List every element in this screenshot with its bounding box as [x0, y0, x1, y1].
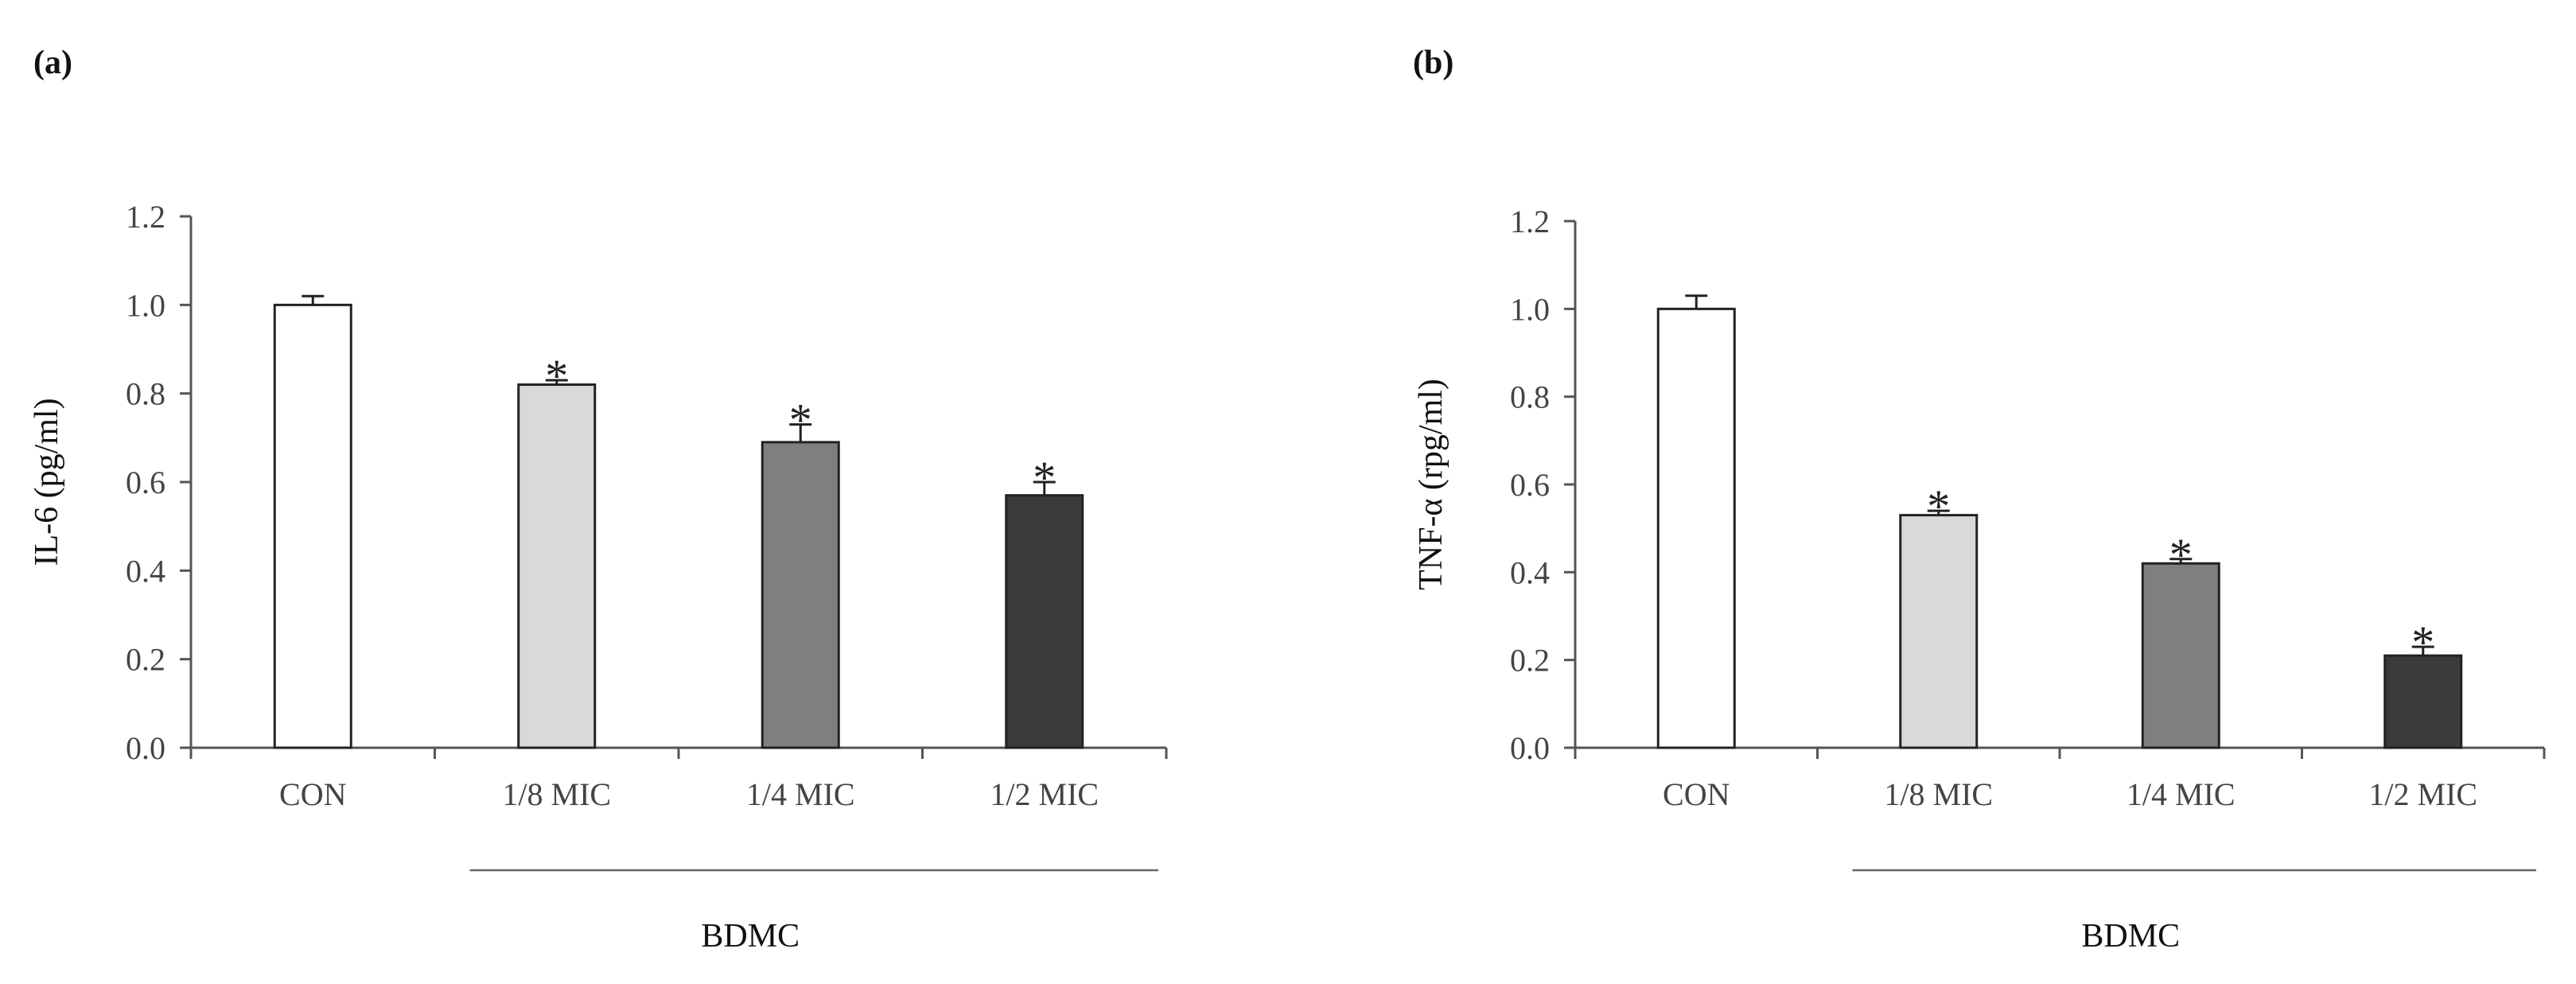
- y-tick-label: 1.0: [1510, 291, 1550, 327]
- bar: [761, 441, 840, 749]
- group-label: BDMC: [2081, 918, 2180, 955]
- bar: [1005, 494, 1084, 749]
- x-tick-label: CON: [1663, 776, 1730, 812]
- x-tick-label: 1/2 MIC: [2368, 776, 2477, 812]
- y-tick-label: 0.8: [126, 376, 165, 412]
- significance-marker: *: [1033, 452, 1056, 504]
- y-axis-label: TNF-α (rpg/ml): [1413, 379, 1449, 590]
- bar: [1899, 514, 1979, 749]
- x-tick-label: 1/4 MIC: [746, 776, 855, 812]
- significance-marker: *: [545, 350, 568, 402]
- y-tick-label: 1.2: [1510, 204, 1550, 239]
- significance-marker: *: [2411, 616, 2434, 668]
- x-tick-label: 1/8 MIC: [502, 776, 611, 812]
- y-tick-label: 0.6: [126, 465, 165, 500]
- y-tick-label: 0.2: [1510, 643, 1550, 679]
- x-tick-label: CON: [279, 776, 346, 812]
- y-tick-label: 0.2: [126, 642, 165, 678]
- bar: [273, 303, 352, 749]
- bar: [2141, 562, 2220, 749]
- x-tick-label: 1/8 MIC: [1884, 776, 1993, 812]
- panel-label: (b): [1413, 45, 1453, 81]
- panel-label: (a): [33, 45, 72, 81]
- panel-b: (b) 0.0 0.2 0.4 0.6 0.8 1.0 1.2 TNF-α (rpg/ml) CO…: [1413, 45, 2546, 955]
- bar: [1656, 307, 1736, 749]
- x-tick-label: 1/4 MIC: [2127, 776, 2236, 812]
- bar: [517, 383, 597, 749]
- x-tick-label: 1/2 MIC: [990, 776, 1099, 812]
- y-tick-label: 0.4: [1510, 554, 1550, 590]
- y-tick-label: 0.8: [1510, 379, 1550, 415]
- y-tick-label: 0.6: [1510, 467, 1550, 503]
- y-tick-label: 0.0: [126, 730, 165, 766]
- significance-marker: *: [1927, 480, 1950, 532]
- panel-a: (a) 0.0 0.2 0.4 0.6 0.8 1.0 1.2 IL-6 (pg/ml) CON *…: [29, 45, 1168, 955]
- group-label: BDMC: [701, 918, 800, 955]
- y-axis-label: IL-6 (pg/ml): [29, 398, 65, 566]
- significance-marker: *: [2169, 529, 2193, 581]
- bar: [2383, 654, 2463, 749]
- y-tick-label: 1.2: [126, 199, 165, 235]
- y-tick-label: 1.0: [126, 287, 165, 323]
- y-tick-label: 0.0: [1510, 730, 1550, 766]
- y-tick-label: 0.4: [126, 553, 165, 589]
- significance-marker: *: [789, 395, 812, 446]
